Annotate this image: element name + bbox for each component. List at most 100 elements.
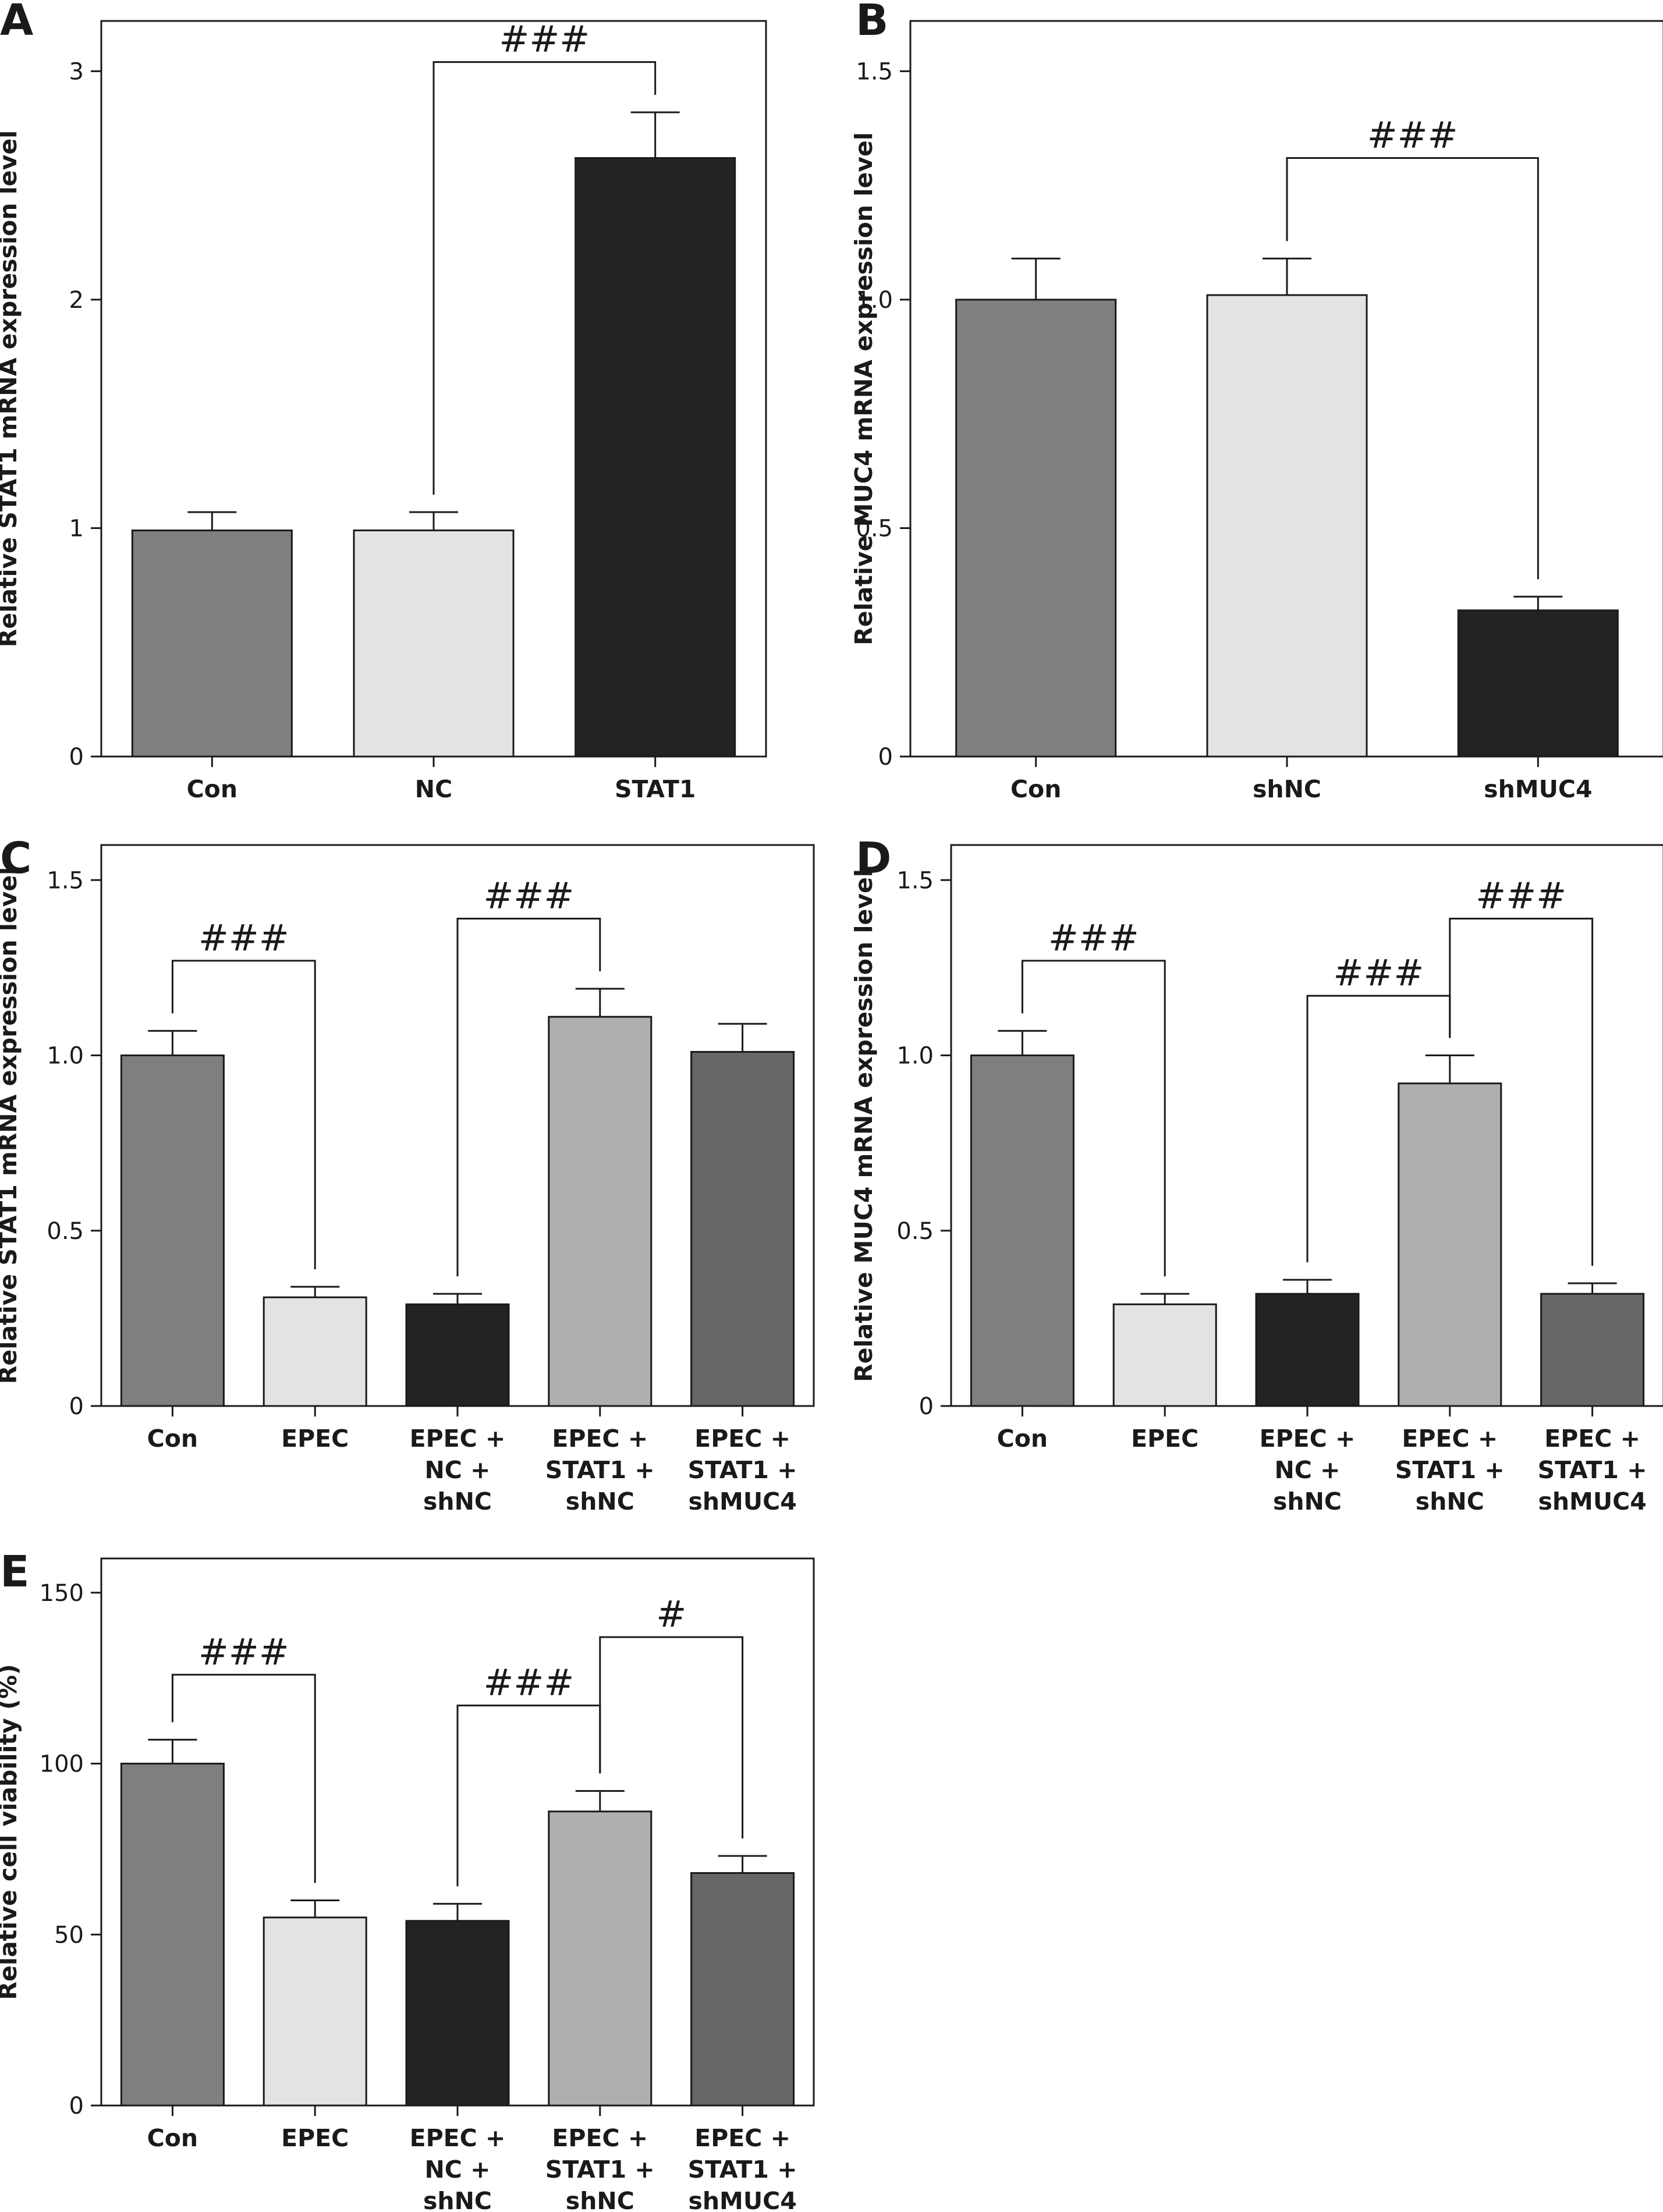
y-axis-label: Relative STAT1 mRNA expression level — [0, 130, 22, 647]
x-tick-label: EPEC + — [694, 2124, 790, 2152]
bar — [690, 1872, 795, 2107]
y-axis-label: Relative cell viability (%) — [0, 1664, 22, 2000]
x-tick-label: STAT1 + — [688, 2156, 797, 2183]
significance-bracket — [1021, 960, 1166, 1277]
bar — [1540, 1293, 1645, 1407]
bar — [955, 299, 1117, 758]
significance-label: ### — [1048, 917, 1139, 959]
panel-e: E 0 50 100 150 Relative cell viability (%) Con… — [0, 1547, 815, 2212]
bar — [548, 1810, 653, 2107]
significance-label: # — [656, 1593, 686, 1635]
y-tick-label: 0.5 — [856, 515, 893, 542]
y-tick-label: 0 — [919, 1393, 934, 1420]
y-tick-label: 0 — [878, 744, 893, 771]
panel-a: A 0 1 2 3 Relative STAT1 mRNA expression leve… — [0, 0, 767, 803]
x-tick-label: EPEC + — [410, 2124, 506, 2152]
x-tick-label: EPEC + — [1402, 1425, 1498, 1453]
x-tick-label: STAT1 + — [545, 2156, 655, 2183]
panel-c: C 0 0.5 1.0 1.5 Relative STAT1 mRNA expressio… — [0, 833, 815, 1515]
bar — [120, 1763, 225, 2107]
y-axis-label: Relative MUC4 mRNA expression level — [850, 132, 878, 645]
x-tick-label: STAT1 + — [1538, 1456, 1647, 1484]
x-tick-label: STAT1 + — [545, 1456, 655, 1484]
significance-label: ### — [499, 18, 590, 61]
bar — [131, 529, 293, 758]
x-tick-label: EPEC + — [1544, 1425, 1640, 1453]
x-tick-label: shMUC4 — [1538, 1487, 1646, 1515]
x-tick-label: EPEC + — [694, 1425, 790, 1453]
significance-bracket — [456, 918, 601, 1277]
x-tick-label: EPEC — [281, 2124, 349, 2152]
y-tick-label: 3 — [69, 58, 84, 85]
x-tick-label: Con — [147, 1425, 198, 1453]
significance-label: ### — [483, 875, 574, 917]
bar — [263, 1916, 367, 2107]
y-tick-label: 1.5 — [47, 867, 84, 894]
y-tick-label: 50 — [54, 1922, 84, 1948]
bar — [353, 529, 515, 758]
x-tick-label: shMUC4 — [688, 1487, 796, 1515]
y-tick-label: 0.5 — [47, 1218, 84, 1245]
x-tick-label: shNC — [566, 1487, 634, 1515]
x-tick-label: EPEC + — [410, 1425, 506, 1453]
y-tick-label: 2 — [69, 287, 84, 314]
y-tick-label: 1.5 — [856, 58, 893, 85]
y-tick-label: 1.0 — [896, 1043, 934, 1070]
y-tick-label: 1.0 — [856, 287, 893, 314]
significance-bracket — [1449, 918, 1594, 1266]
x-tick-label: STAT1 + — [1395, 1456, 1505, 1484]
significance-bracket — [171, 960, 316, 1270]
significance-bracket — [599, 1636, 744, 1839]
x-tick-label: shMUC4 — [1484, 775, 1592, 803]
significance-label: ### — [483, 1661, 574, 1704]
panel-letter: C — [0, 833, 31, 883]
x-tick-label: NC + — [424, 1456, 490, 1484]
significance-label: ### — [1367, 114, 1458, 157]
panel-b: B 0 0.5 1.0 1.5 Relative MUC4 mRNA expression… — [850, 0, 1663, 803]
panel-letter: A — [0, 0, 33, 45]
bar — [575, 157, 736, 758]
significance-bracket — [1286, 157, 1539, 580]
x-tick-label: shMUC4 — [688, 2187, 796, 2212]
bar — [690, 1050, 795, 1407]
x-tick-label: Con — [1010, 775, 1061, 803]
panel-letter: E — [0, 1547, 30, 1597]
bar — [1398, 1082, 1502, 1407]
x-tick-label: Con — [147, 2124, 198, 2152]
x-tick-label: EPEC — [1131, 1425, 1199, 1453]
panel-letter: D — [856, 833, 891, 883]
y-tick-label: 0.5 — [896, 1218, 934, 1245]
x-tick-label: NC — [415, 775, 452, 803]
significance-label: ### — [1333, 951, 1424, 994]
bar — [405, 1303, 510, 1407]
y-tick-label: 150 — [40, 1580, 84, 1607]
x-tick-label: EPEC + — [552, 2124, 648, 2152]
x-tick-label: EPEC — [281, 1425, 349, 1453]
y-tick-label: 1.0 — [47, 1043, 84, 1070]
significance-bracket — [432, 61, 657, 495]
x-tick-label: NC + — [424, 2156, 490, 2183]
y-tick-label: 0 — [69, 1393, 84, 1420]
bar — [970, 1054, 1075, 1407]
y-tick-label: 0 — [69, 744, 84, 771]
x-tick-label: EPEC + — [552, 1425, 648, 1453]
significance-bracket — [171, 1674, 316, 1883]
x-tick-label: Con — [187, 775, 237, 803]
bar — [405, 1920, 510, 2107]
significance-label: ### — [1476, 875, 1566, 917]
x-tick-label: STAT1 — [615, 775, 696, 803]
bar — [1206, 294, 1368, 758]
bar — [1457, 609, 1619, 758]
significance-label: ### — [198, 917, 289, 959]
panel-letter: B — [856, 0, 888, 45]
y-tick-label: 1.5 — [896, 867, 934, 894]
x-tick-label: Con — [997, 1425, 1048, 1453]
bar — [120, 1054, 225, 1407]
y-tick-label: 0 — [69, 2093, 84, 2119]
x-tick-label: shNC — [423, 2187, 492, 2212]
y-axis-label: Relative MUC4 mRNA expression level — [850, 869, 878, 1382]
bar — [1255, 1293, 1360, 1407]
x-tick-label: shNC — [566, 2187, 634, 2212]
x-tick-label: STAT1 + — [688, 1456, 797, 1484]
